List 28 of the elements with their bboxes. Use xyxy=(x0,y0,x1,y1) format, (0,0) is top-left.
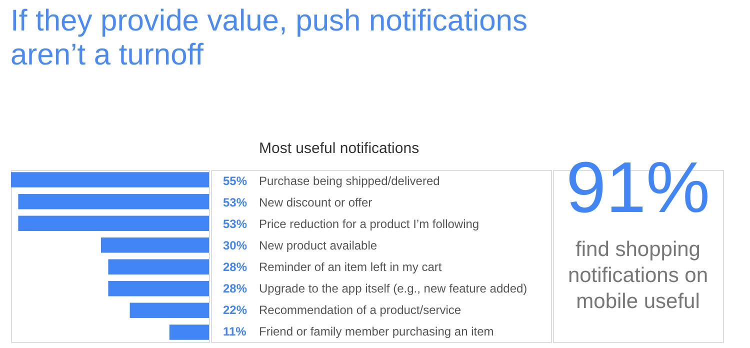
bar xyxy=(101,237,209,253)
data-label: 30% xyxy=(223,238,248,252)
data-label: 11% xyxy=(223,324,247,338)
data-label: 28% xyxy=(223,281,248,296)
chart-title: If they provide value, push notifications aren’t a turnoff xyxy=(10,4,528,72)
bar xyxy=(18,216,209,231)
y-tick-label: Upgrade to the app itself (e.g., new feature added) xyxy=(259,281,528,296)
y-tick-label: New discount or offer xyxy=(259,195,372,210)
bar xyxy=(108,259,209,275)
y-tick-label: Purchase being shipped/delivered xyxy=(259,174,440,188)
y-tick-label: New product available xyxy=(259,238,378,252)
y-tick-label: Friend or family member purchasing an item xyxy=(259,324,494,338)
text: 91% xyxy=(566,148,710,228)
text: find shopping notifications on mobile useful xyxy=(568,238,708,313)
bar xyxy=(11,172,209,188)
bar xyxy=(18,194,209,210)
data-label: 28% xyxy=(223,260,248,274)
text: Most useful notifications xyxy=(259,140,420,157)
bar xyxy=(108,281,209,296)
bar xyxy=(169,324,209,340)
data-label: 22% xyxy=(223,302,248,317)
bar xyxy=(130,302,209,318)
data-label: 53% xyxy=(223,195,248,210)
data-label: 55% xyxy=(223,174,248,188)
y-tick-label: Reminder of an item left in my cart xyxy=(259,260,442,274)
data-label: 53% xyxy=(223,216,248,231)
y-tick-label: Recommendation of a product/service xyxy=(259,302,462,317)
y-tick-label: Price reduction for a product I’m following xyxy=(259,216,480,231)
